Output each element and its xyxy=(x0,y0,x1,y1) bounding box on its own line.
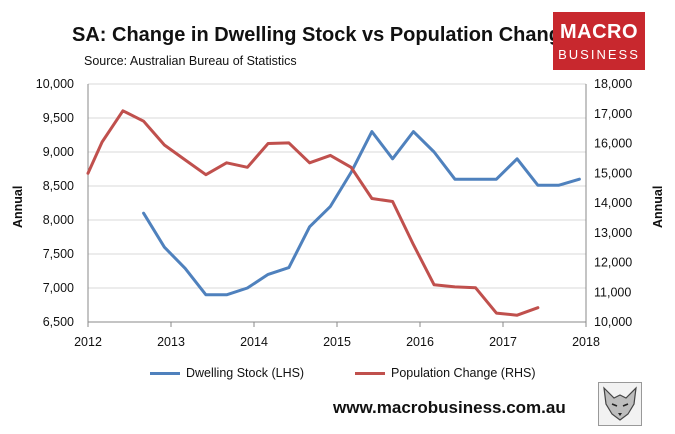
x-tick-label: 2014 xyxy=(240,335,268,349)
legend-item-dwelling: Dwelling Stock (LHS) xyxy=(150,366,304,380)
right-tick-label: 17,000 xyxy=(594,107,632,121)
left-tick-label: 10,000 xyxy=(36,77,74,91)
x-tick-label: 2016 xyxy=(406,335,434,349)
chart-source: Source: Australian Bureau of Statistics xyxy=(84,54,297,68)
right-axis-ticks: 10,000 11,000 12,000 13,000 14,000 15,000 16,0… xyxy=(594,77,632,329)
left-tick-label: 8,500 xyxy=(43,179,74,193)
series-lines xyxy=(86,109,581,317)
gridlines xyxy=(88,83,586,323)
chart-title: SA: Change in Dwelling Stock vs Populati… xyxy=(72,24,573,46)
left-tick-label: 6,500 xyxy=(43,315,74,329)
left-axis-label: Annual xyxy=(11,185,25,228)
left-tick-label: 7,000 xyxy=(43,281,74,295)
right-tick-label: 16,000 xyxy=(594,137,632,151)
right-tick-label: 10,000 xyxy=(594,315,632,329)
left-axis-ticks: 6,500 7,000 7,500 8,000 8,500 9,000 9,500 10,00… xyxy=(36,77,74,329)
dwelling-stock-line xyxy=(142,130,581,297)
x-tick-label: 2017 xyxy=(489,335,517,349)
plot-area xyxy=(87,84,587,323)
left-tick-label: 9,500 xyxy=(43,111,74,125)
right-tick-label: 13,000 xyxy=(594,226,632,240)
x-tick-label: 2013 xyxy=(157,335,185,349)
right-tick-label: 11,000 xyxy=(594,285,631,299)
left-tick-label: 8,000 xyxy=(43,213,74,227)
x-tick-label: 2012 xyxy=(74,335,102,349)
logo-line-1: MACRO xyxy=(559,21,639,43)
population-change-line xyxy=(86,109,540,317)
left-tick-label: 7,500 xyxy=(43,247,74,261)
website-url: www.macrobusiness.com.au xyxy=(333,398,566,417)
right-tick-label: 14,000 xyxy=(594,196,632,210)
legend-item-population: Population Change (RHS) xyxy=(355,366,536,380)
legend-label-population: Population Change (RHS) xyxy=(391,366,536,380)
legend-swatch-population xyxy=(355,371,385,375)
macrobusiness-logo: MACRO BUSINESS xyxy=(553,12,645,70)
x-axis-ticks: 2012 2013 2014 2015 2016 2017 2018 xyxy=(74,322,600,349)
x-tick-label: 2018 xyxy=(572,335,600,349)
legend-swatch-dwelling xyxy=(150,371,180,375)
right-tick-label: 15,000 xyxy=(594,166,632,180)
right-axis-label: Annual xyxy=(651,185,665,228)
fox-logo-icon xyxy=(598,382,642,426)
left-tick-label: 9,000 xyxy=(43,145,74,159)
x-tick-label: 2015 xyxy=(323,335,351,349)
right-tick-label: 18,000 xyxy=(594,77,632,91)
right-tick-label: 12,000 xyxy=(594,256,632,270)
legend-label-dwelling: Dwelling Stock (LHS) xyxy=(186,366,305,380)
logo-line-2: BUSINESS xyxy=(558,47,640,62)
